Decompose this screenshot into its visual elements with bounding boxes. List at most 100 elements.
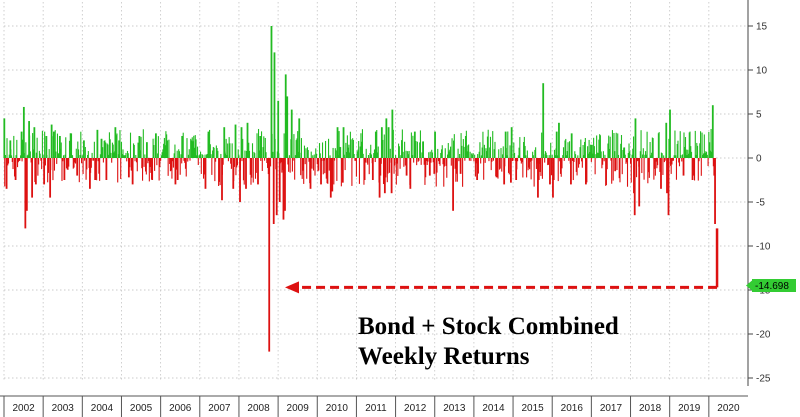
bar [434,131,436,158]
bar [453,140,455,158]
arrow-head [285,281,299,294]
bar [18,158,20,161]
bar [141,158,143,169]
bar [181,158,183,164]
bar [77,141,79,158]
bar [324,158,326,174]
bar [499,158,501,169]
bar [310,151,312,158]
bar [552,158,555,180]
bar [426,158,428,165]
bar [432,158,434,163]
bar [65,137,67,158]
bar [690,151,693,158]
bar [153,145,155,158]
bar [282,158,285,220]
bar [626,158,629,187]
x-tick-label: 2009 [287,403,310,414]
bar [519,137,521,158]
bar [263,136,265,158]
bar [436,158,438,173]
bar [603,158,605,162]
bar [444,148,446,158]
bar [636,158,638,178]
bar [700,158,702,176]
bar [183,158,185,161]
x-tick-label: 2004 [91,403,114,414]
bar [486,136,488,158]
last-value-label: -14.698 [755,281,789,292]
bar [669,158,671,166]
last-value-pointer [746,280,752,291]
bar [249,158,251,175]
bar [149,158,151,168]
bar [621,158,623,175]
bar [44,158,46,166]
bar [264,137,266,158]
bar [367,158,369,165]
bar [259,136,262,158]
bar [509,145,511,158]
bar [80,131,82,158]
bar [312,158,315,171]
bar [385,118,388,158]
bar [281,158,283,173]
bar [391,109,394,158]
bar [430,158,432,163]
bar [300,138,302,158]
bar [230,158,232,169]
bar [355,158,357,177]
bar [286,96,289,158]
bar [125,152,127,158]
bar [363,158,366,180]
bar [172,158,174,168]
bar [148,158,150,182]
bar [224,153,226,158]
bar [341,158,344,183]
bar [612,158,614,181]
bar [644,154,646,158]
bar [648,158,650,178]
bar [49,158,52,198]
bar [566,150,568,158]
bar [56,133,59,158]
bar [66,158,68,170]
bar [632,136,635,158]
bar [242,138,244,158]
bar [209,129,211,158]
bar [476,158,479,180]
bar [135,154,137,158]
bar [305,148,307,158]
bar [86,158,88,170]
bar [70,133,73,158]
bar [366,158,368,163]
bar [352,138,354,158]
bar [578,158,580,165]
bar [238,155,240,158]
bar [483,144,485,158]
bar [409,158,412,189]
bar [13,158,16,177]
bar [63,158,66,180]
bar [349,131,351,158]
bar [450,146,452,158]
bar [142,129,144,158]
bar [682,158,685,176]
bar [596,152,598,158]
bar [507,158,510,173]
bar [389,148,391,158]
bar [389,158,391,173]
bar [664,158,666,161]
bar [396,158,398,164]
bar [410,132,412,158]
bar [437,158,440,162]
bar [662,158,664,175]
bar [685,149,687,158]
bar [532,151,534,158]
bar [468,144,470,158]
bar [322,158,324,175]
bar [568,158,570,161]
bar [407,154,409,158]
bar [529,158,531,162]
bar [693,158,695,176]
